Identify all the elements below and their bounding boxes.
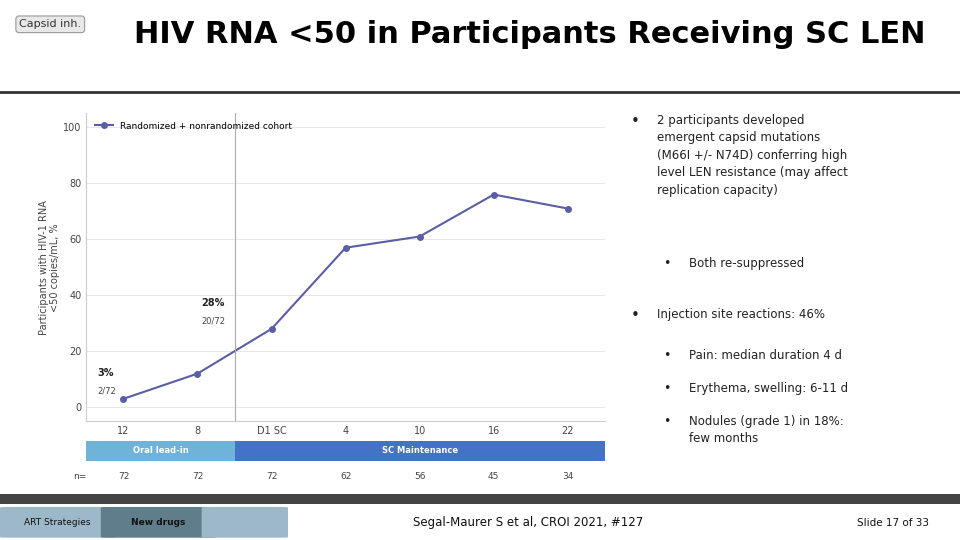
Text: 2 participants developed
emergent capsid mutations
(M66I +/- N74D) conferring hi: 2 participants developed emergent capsid… — [657, 113, 848, 197]
Text: •: • — [663, 257, 670, 270]
Text: New drugs: New drugs — [132, 518, 185, 527]
FancyBboxPatch shape — [101, 507, 216, 538]
Text: n=: n= — [73, 472, 86, 481]
Text: ART Strategies: ART Strategies — [24, 518, 91, 527]
FancyBboxPatch shape — [0, 507, 115, 538]
Text: Erythema, swelling: 6-11 d: Erythema, swelling: 6-11 d — [689, 382, 849, 395]
Text: 20/72: 20/72 — [202, 316, 226, 325]
Text: Capsid inh.: Capsid inh. — [19, 19, 82, 29]
Text: •: • — [663, 349, 670, 362]
Text: Injection site reactions: 46%: Injection site reactions: 46% — [657, 308, 825, 321]
Text: HIV RNA <50 in Participants Receiving SC LEN: HIV RNA <50 in Participants Receiving SC… — [134, 19, 925, 49]
Text: 72: 72 — [266, 472, 277, 481]
Text: Week: Week — [0, 539, 1, 540]
Y-axis label: Participants with HIV-1 RNA
<50 copies/mL, %: Participants with HIV-1 RNA <50 copies/m… — [38, 200, 60, 335]
Bar — [86, 441, 234, 461]
Text: 3%: 3% — [98, 368, 114, 379]
Legend: Randomized + nonrandomized cohort: Randomized + nonrandomized cohort — [91, 118, 296, 134]
Text: Day: Day — [0, 539, 1, 540]
Text: 28%: 28% — [202, 299, 225, 308]
Text: Pain: median duration 4 d: Pain: median duration 4 d — [689, 349, 842, 362]
Text: Oral lead-in: Oral lead-in — [132, 447, 188, 455]
Text: 2/72: 2/72 — [98, 386, 116, 395]
Text: •: • — [631, 308, 639, 323]
Text: 72: 72 — [192, 472, 204, 481]
Text: 56: 56 — [414, 472, 425, 481]
Text: Nodules (grade 1) in 18%:
few months: Nodules (grade 1) in 18%: few months — [689, 415, 844, 445]
FancyBboxPatch shape — [202, 507, 288, 538]
Text: Segal-Maurer S et al, CROI 2021, #127: Segal-Maurer S et al, CROI 2021, #127 — [413, 516, 643, 529]
Text: Slide 17 of 33: Slide 17 of 33 — [857, 517, 929, 528]
Bar — [234, 441, 605, 461]
Text: 45: 45 — [488, 472, 499, 481]
Text: Both re-suppressed: Both re-suppressed — [689, 257, 804, 270]
Text: 62: 62 — [340, 472, 351, 481]
Text: •: • — [663, 415, 670, 428]
Bar — [0, 494, 960, 504]
Text: •: • — [631, 113, 639, 129]
Text: 72: 72 — [118, 472, 129, 481]
Text: •: • — [663, 382, 670, 395]
Text: 34: 34 — [563, 472, 573, 481]
Text: SC Maintenance: SC Maintenance — [381, 447, 458, 455]
